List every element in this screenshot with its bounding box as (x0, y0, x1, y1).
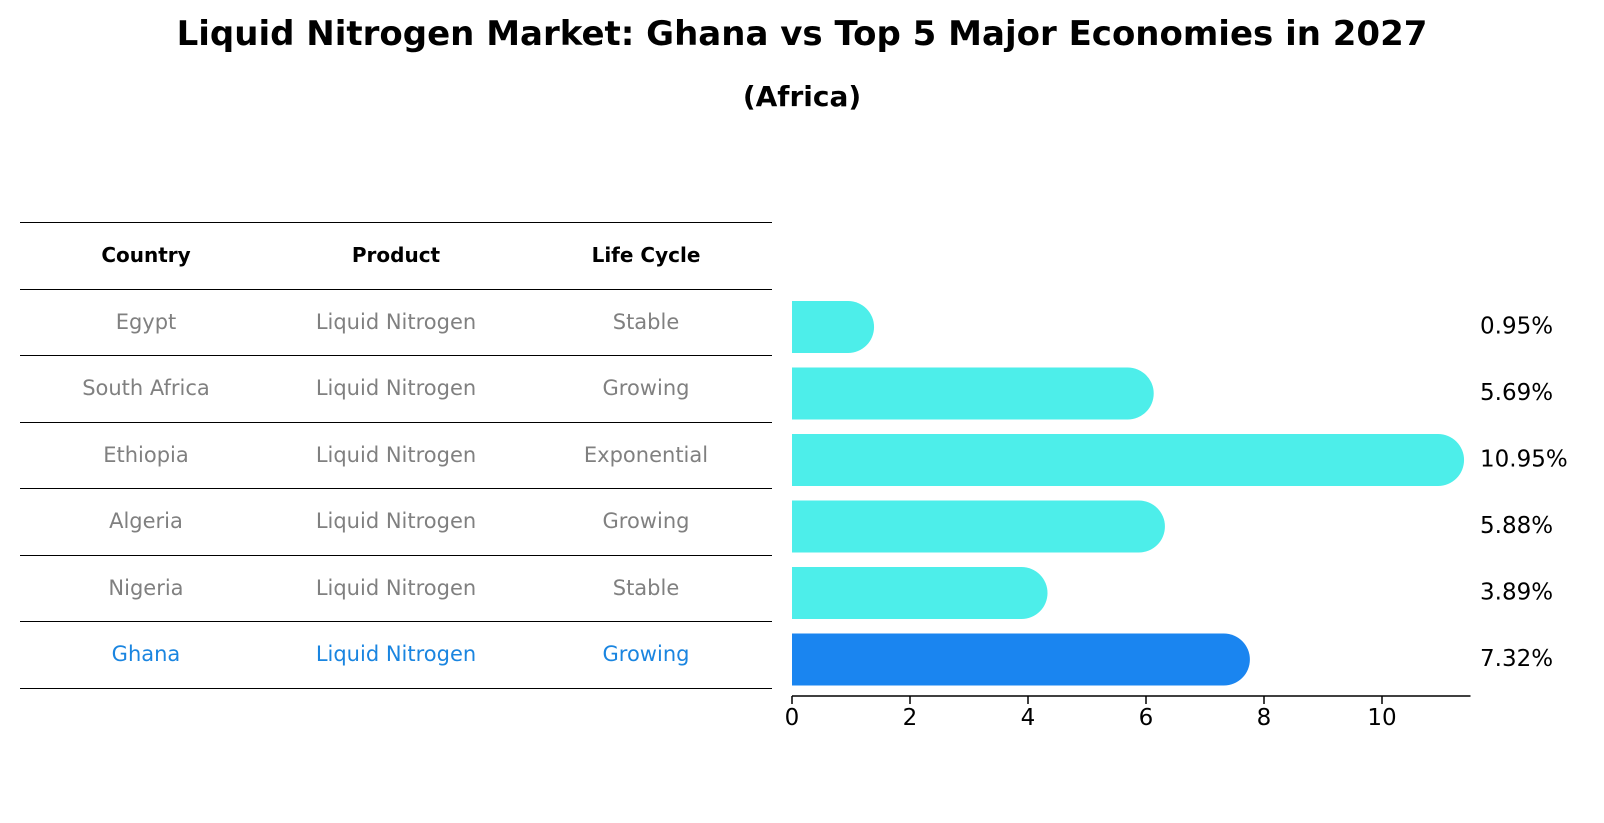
value-label: 0.95% (1480, 314, 1553, 340)
header-product: Product (351, 243, 441, 268)
cell-life-cycle: Growing (602, 642, 690, 667)
table-rule (20, 621, 772, 622)
bar-south-africa (792, 367, 1154, 420)
bar-algeria (792, 500, 1165, 553)
value-label: 10.95% (1480, 447, 1568, 473)
cell-product: Liquid Nitrogen (315, 442, 477, 467)
cell-product: Liquid Nitrogen (315, 642, 477, 667)
x-tick-label: 8 (1257, 705, 1272, 731)
x-tick-label: 2 (903, 705, 918, 731)
cell-country: South Africa (82, 376, 210, 401)
value-label: 3.89% (1480, 580, 1553, 606)
table-rule (20, 222, 772, 223)
value-label: 7.32% (1480, 646, 1553, 672)
bar-egypt (792, 301, 875, 353)
value-label: 5.69% (1480, 380, 1553, 406)
table-rule (20, 421, 772, 423)
cell-country: Nigeria (108, 575, 184, 600)
x-tick-label: 6 (1139, 705, 1154, 731)
cell-product: Liquid Nitrogen (315, 509, 477, 534)
bar-nigeria (792, 567, 1048, 619)
table-rule (20, 554, 772, 556)
x-tick-label: 4 (1021, 705, 1036, 731)
cell-life-cycle: Growing (602, 509, 690, 534)
cell-life-cycle: Growing (602, 376, 690, 401)
header-country: Country (101, 243, 191, 268)
header-life-cycle: Life Cycle (591, 243, 701, 268)
cell-country: Ghana (111, 642, 181, 667)
cell-product: Liquid Nitrogen (315, 575, 477, 600)
chart-title: Liquid Nitrogen Market: Ghana vs Top 5 M… (176, 14, 1428, 54)
chart-subtitle: (Africa) (742, 80, 862, 113)
cell-country: Algeria (109, 509, 183, 534)
table-rule (20, 488, 772, 489)
bar-ghana (792, 633, 1250, 686)
table-rule (20, 288, 772, 290)
x-tick-label: 0 (785, 705, 800, 731)
cell-country: Ethiopia (103, 442, 189, 467)
value-label: 5.88% (1480, 513, 1553, 539)
cell-life-cycle: Stable (612, 575, 680, 600)
cell-country: Egypt (115, 309, 177, 334)
cell-product: Liquid Nitrogen (315, 376, 477, 401)
bar-ethiopia (792, 434, 1465, 486)
cell-product: Liquid Nitrogen (315, 309, 477, 334)
table-rule (20, 355, 772, 356)
cell-life-cycle: Stable (612, 309, 680, 334)
table-rule (20, 687, 772, 689)
cell-life-cycle: Exponential (583, 442, 709, 467)
x-tick-label: 10 (1367, 705, 1396, 731)
